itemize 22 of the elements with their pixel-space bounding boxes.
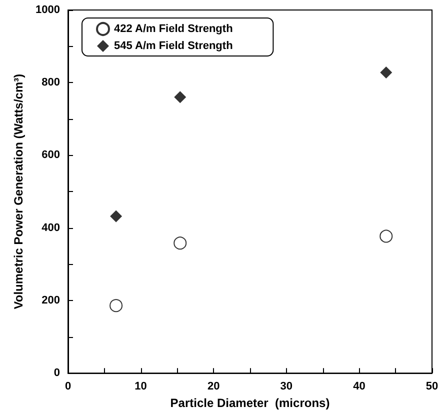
y-axis-title: Volumetric Power Generation (Watts/cm³) <box>12 74 26 310</box>
y-tick-label: 800 <box>42 76 60 89</box>
x-tick-label: 0 <box>64 380 72 393</box>
y-tick-label: 1000 <box>36 4 60 16</box>
x-tick-label: 10 <box>134 380 147 393</box>
x-tick-label: 40 <box>353 380 366 393</box>
x-tick-label: 20 <box>207 380 220 393</box>
y-tick-label: 0 <box>54 367 60 380</box>
x-tick-label: 30 <box>280 380 293 393</box>
x-tick-label: 50 <box>426 380 438 393</box>
point <box>174 236 187 250</box>
point <box>380 230 393 243</box>
y-tick-label: 200 <box>42 294 60 306</box>
point <box>110 299 123 312</box>
point <box>380 66 392 78</box>
y-tick-label: 400 <box>42 222 60 234</box>
x-axis-title: Particle Diameter (microns) <box>170 396 330 410</box>
y-tick-label: 600 <box>42 149 60 162</box>
legend-label: 422 A/m Field Strength <box>114 23 234 35</box>
point <box>110 210 122 222</box>
legend-label: 545 A/m Field Strength <box>114 40 234 52</box>
point <box>174 91 186 104</box>
